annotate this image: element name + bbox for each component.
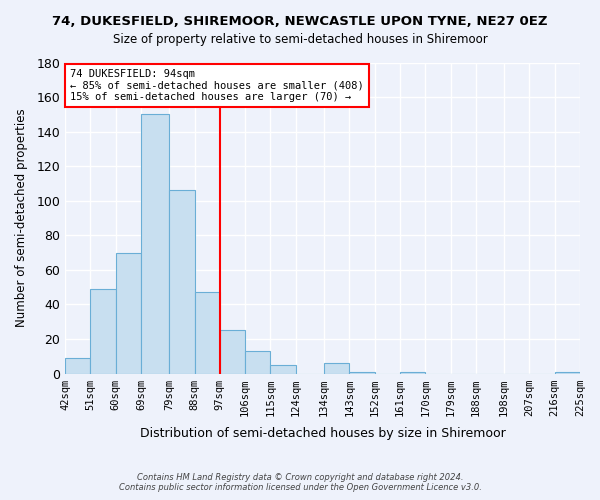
Bar: [220, 330, 245, 374]
Bar: [141, 114, 169, 374]
Text: Size of property relative to semi-detached houses in Shiremoor: Size of property relative to semi-detach…: [113, 32, 487, 46]
Bar: [169, 190, 194, 374]
Bar: [324, 363, 349, 374]
Y-axis label: Number of semi-detached properties: Number of semi-detached properties: [15, 108, 28, 328]
Bar: [65, 358, 91, 374]
Text: 74, DUKESFIELD, SHIREMOOR, NEWCASTLE UPON TYNE, NE27 0EZ: 74, DUKESFIELD, SHIREMOOR, NEWCASTLE UPO…: [52, 15, 548, 28]
Bar: [400, 372, 425, 374]
Bar: [271, 365, 296, 374]
Bar: [194, 292, 220, 374]
Bar: [349, 372, 374, 374]
Text: 74 DUKESFIELD: 94sqm
← 85% of semi-detached houses are smaller (408)
15% of semi: 74 DUKESFIELD: 94sqm ← 85% of semi-detac…: [70, 68, 364, 102]
Bar: [91, 289, 116, 374]
Text: Contains HM Land Registry data © Crown copyright and database right 2024.
Contai: Contains HM Land Registry data © Crown c…: [119, 473, 481, 492]
X-axis label: Distribution of semi-detached houses by size in Shiremoor: Distribution of semi-detached houses by …: [140, 427, 505, 440]
Bar: [554, 372, 580, 374]
Bar: [245, 351, 271, 374]
Bar: [116, 252, 141, 374]
